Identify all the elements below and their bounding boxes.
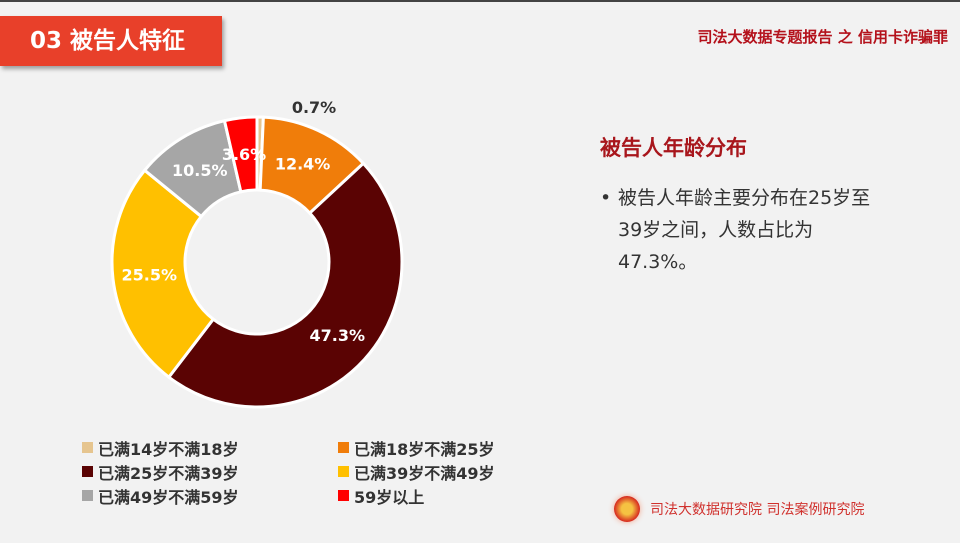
legend-item: 已满25岁不满39岁 [82, 460, 338, 483]
legend-label: 已满18岁不满25岁 [354, 439, 495, 459]
donut-slice [166, 161, 404, 409]
legend-item: 已满14岁不满18岁 [82, 436, 338, 459]
legend-label: 已满14岁不满18岁 [98, 439, 239, 459]
footer: 司法大数据研究院 司法案例研究院 [614, 496, 864, 522]
donut-slice [222, 115, 259, 194]
legend-item: 已满49岁不满59岁 [82, 484, 338, 507]
data-label: 10.5% [172, 161, 228, 180]
panel-bullet: 被告人年龄主要分布在25岁至39岁之间，人数占比为47.3%。 [600, 182, 888, 278]
legend-label: 已满49岁不满59岁 [98, 487, 239, 507]
donut-slice [110, 168, 216, 380]
legend-swatch [82, 490, 93, 501]
footer-org-text: 司法大数据研究院 司法案例研究院 [650, 502, 865, 518]
legend-swatch [338, 490, 349, 501]
legend-swatch [82, 442, 93, 453]
legend-swatch [338, 466, 349, 477]
data-label: 3.6% [222, 145, 266, 164]
section-title: 03 被告人特征 [0, 16, 222, 66]
legend-item: 59岁以上 [338, 484, 562, 507]
legend-item: 已满18岁不满25岁 [338, 436, 562, 459]
data-label: 47.3% [309, 326, 365, 345]
donut-chart: 0.7% 12.4% 47.3% 25.5% 10.5%3.6% [110, 98, 404, 409]
legend-label: 已满39岁不满49岁 [354, 463, 495, 483]
legend-label: 已满25岁不满39岁 [98, 463, 239, 483]
legend-label: 59岁以上 [354, 487, 425, 507]
chart-legend: 已满14岁不满18岁 已满18岁不满25岁已满25岁不满39岁 已满39岁不满49岁… [82, 436, 562, 507]
court-emblem-icon [614, 496, 640, 522]
data-label: 25.5% [121, 266, 177, 285]
report-title: 司法大数据专题报告 之 信用卡诈骗罪 [697, 28, 948, 46]
legend-swatch [338, 442, 349, 453]
legend-swatch [82, 466, 93, 477]
data-label: 0.7% [292, 98, 336, 117]
panel-title: 被告人年龄分布 [600, 136, 747, 160]
data-label: 12.4% [275, 155, 331, 174]
legend-item: 已满39岁不满49岁 [338, 460, 562, 483]
